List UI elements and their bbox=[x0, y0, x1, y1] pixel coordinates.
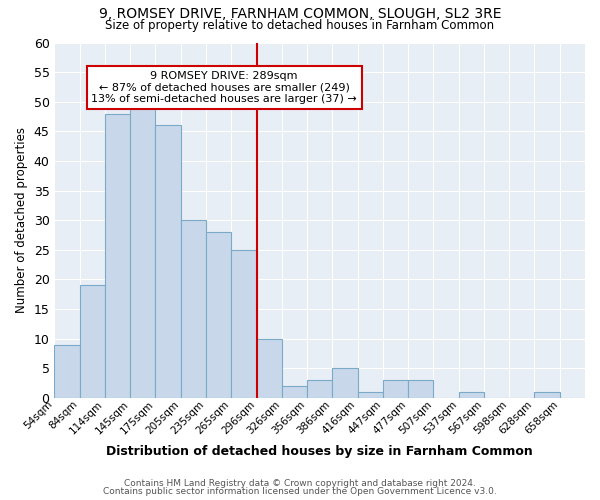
Bar bbox=[358, 392, 383, 398]
Bar bbox=[80, 286, 105, 398]
Bar bbox=[458, 392, 484, 398]
Bar bbox=[181, 220, 206, 398]
Bar bbox=[383, 380, 408, 398]
Bar bbox=[206, 232, 231, 398]
Text: Contains HM Land Registry data © Crown copyright and database right 2024.: Contains HM Land Registry data © Crown c… bbox=[124, 478, 476, 488]
Bar bbox=[231, 250, 257, 398]
Bar bbox=[130, 102, 155, 398]
Y-axis label: Number of detached properties: Number of detached properties bbox=[15, 127, 28, 313]
Bar bbox=[408, 380, 433, 398]
Bar bbox=[535, 392, 560, 398]
Bar bbox=[257, 338, 282, 398]
Bar bbox=[282, 386, 307, 398]
Bar bbox=[55, 344, 80, 398]
X-axis label: Distribution of detached houses by size in Farnham Common: Distribution of detached houses by size … bbox=[106, 444, 533, 458]
Bar bbox=[105, 114, 130, 398]
Bar bbox=[332, 368, 358, 398]
Text: Size of property relative to detached houses in Farnham Common: Size of property relative to detached ho… bbox=[106, 19, 494, 32]
Text: 9 ROMSEY DRIVE: 289sqm
← 87% of detached houses are smaller (249)
13% of semi-de: 9 ROMSEY DRIVE: 289sqm ← 87% of detached… bbox=[91, 71, 357, 104]
Text: Contains public sector information licensed under the Open Government Licence v3: Contains public sector information licen… bbox=[103, 487, 497, 496]
Text: 9, ROMSEY DRIVE, FARNHAM COMMON, SLOUGH, SL2 3RE: 9, ROMSEY DRIVE, FARNHAM COMMON, SLOUGH,… bbox=[99, 8, 501, 22]
Bar bbox=[155, 126, 181, 398]
Bar bbox=[307, 380, 332, 398]
